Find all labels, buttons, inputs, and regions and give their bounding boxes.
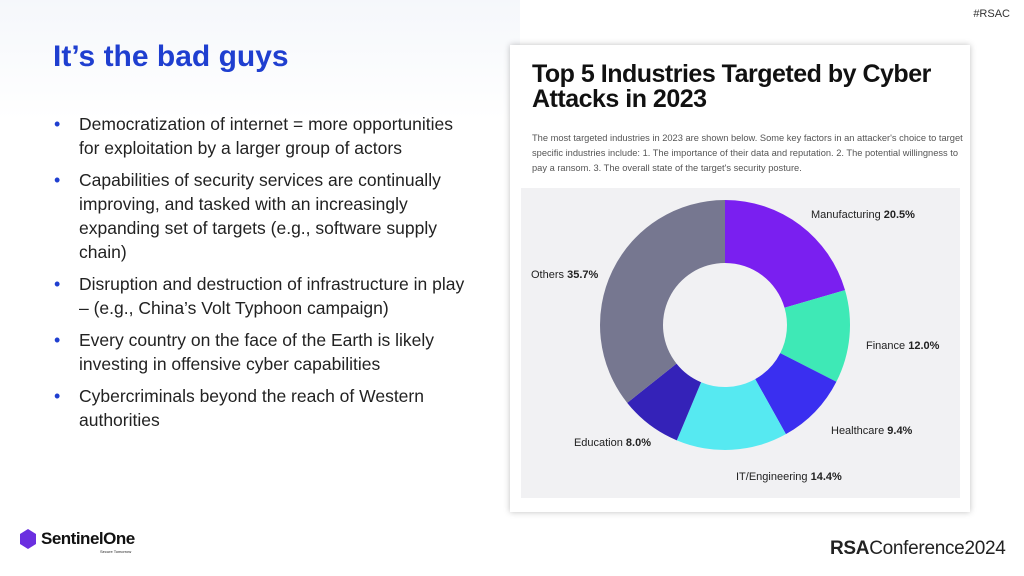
chart-panel: Manufacturing 20.5% Finance 12.0% Healthca… [521, 188, 960, 498]
bullet-item: Every country on the face of the Earth i… [52, 328, 472, 376]
sentinelone-mark-icon [20, 529, 36, 549]
rsac-year: 2024 [964, 538, 1006, 559]
hashtag: #RSAC [973, 8, 1010, 20]
donut-slice-education [627, 363, 702, 441]
donut-slice-finance [780, 290, 850, 382]
chart-subtitle: The most targeted industries in 2023 are… [532, 133, 963, 173]
slice-label: Others 35.7% [531, 269, 598, 281]
slice-label: Education 8.0% [574, 437, 651, 449]
donut-slice-manufacturing [725, 200, 846, 308]
chart-card: Top 5 Industries Targeted by Cyber Attac… [510, 45, 970, 512]
bullet-item: Democratization of internet = more oppor… [52, 112, 472, 160]
rsac-logo: RSAConference2024 [830, 538, 1006, 560]
logo-text: SentinelOne [41, 529, 135, 548]
slice-label: Manufacturing 20.5% [811, 209, 915, 221]
bullet-item: Disruption and destruction of infrastruc… [52, 272, 472, 320]
slice-label: IT/Engineering 14.4% [736, 471, 842, 483]
bullet-item: Cybercriminals beyond the reach of Weste… [52, 384, 472, 432]
slide-title: It’s the bad guys [53, 40, 289, 73]
donut-slice-it-engineering [676, 379, 786, 451]
chart-title: Top 5 Industries Targeted by Cyber Attac… [532, 60, 931, 113]
background-texture [0, 0, 520, 120]
donut-slice-healthcare [755, 353, 837, 435]
donut-slice-others [600, 200, 725, 403]
donut-chart: Manufacturing 20.5% Finance 12.0% Healthca… [531, 200, 940, 483]
slice-label: Finance 12.0% [866, 340, 940, 352]
logo-tagline: Secure Tomorrow [100, 549, 132, 554]
sentinelone-logo: SentinelOne Secure Tomorrow [20, 529, 135, 554]
rsac-bold: RSA [830, 538, 870, 559]
bullet-item: Capabilities of security services are co… [52, 168, 472, 264]
rsac-conference: Conference [869, 538, 965, 559]
slice-label: Healthcare 9.4% [831, 425, 913, 437]
bullet-list: Democratization of internet = more oppor… [52, 112, 472, 440]
